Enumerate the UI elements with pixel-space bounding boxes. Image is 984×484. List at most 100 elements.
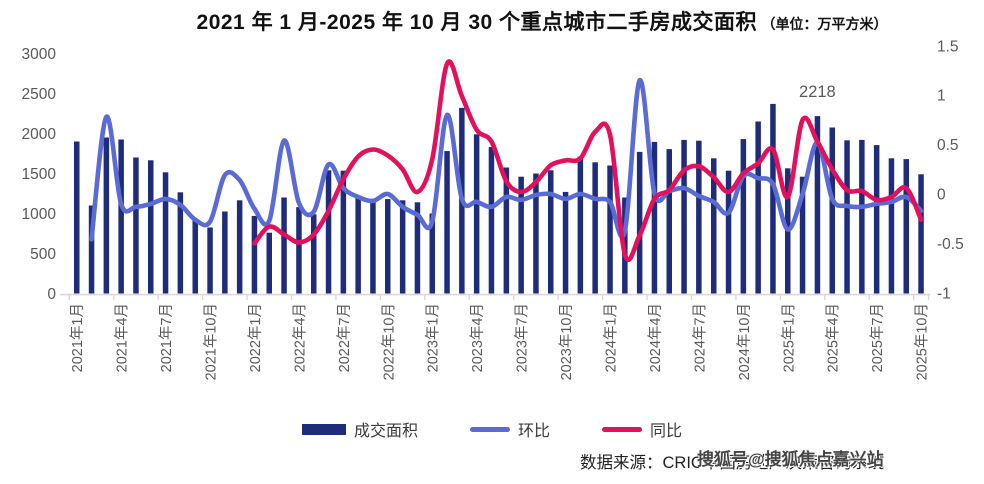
area-bar	[118, 139, 124, 294]
chart-title-text: 2021 年 1 月-2025 年 10 月 30 个重点城市二手房成交面积	[196, 11, 758, 34]
area-bar	[651, 141, 658, 294]
area-bar	[473, 134, 480, 294]
area-bar	[429, 213, 435, 294]
area-bar	[829, 127, 835, 294]
x-axis-month-label: 2021年1月	[69, 303, 86, 372]
mom-line	[89, 78, 924, 242]
left-axis-tick-label: 0	[47, 286, 56, 303]
peak-value-annotation: 2218	[799, 83, 836, 101]
right-axis-tick-label: 1.5	[937, 38, 959, 55]
x-axis-month-label: 2025年4月	[825, 303, 842, 372]
x-axis-month-label: 2023年1月	[425, 303, 442, 372]
x-axis-month-label: 2022年1月	[247, 303, 264, 372]
area-bar	[533, 173, 539, 294]
area-bar	[296, 207, 302, 294]
legend-item-yoy: 同比	[602, 417, 682, 441]
right-axis-tick-label: 0	[937, 187, 946, 204]
area-bar	[133, 157, 139, 294]
area-bar	[444, 151, 450, 294]
area-bar	[888, 158, 895, 294]
area-bar	[177, 192, 184, 294]
area-bar	[725, 170, 732, 294]
area-bar	[414, 202, 421, 294]
x-axis-month-label: 2021年4月	[114, 303, 131, 372]
yoy-line-swatch-icon	[602, 426, 642, 432]
left-axis-tick-label: 500	[30, 246, 56, 263]
chart-title: 2021 年 1 月-2025 年 10 月 30 个重点城市二手房成交面积 （…	[120, 6, 964, 36]
area-bar	[548, 170, 554, 294]
x-axis-month-label: 2025年7月	[869, 303, 886, 372]
right-axis-tick-label: -1	[937, 285, 951, 302]
right-axis-tick-label: -0.5	[937, 236, 964, 253]
legend-item-mom: 环比	[469, 417, 550, 441]
left-axis-tick-label: 1500	[22, 166, 57, 183]
area-bar	[666, 149, 672, 294]
area-bar	[844, 140, 850, 294]
x-axis-month-label: 2024年1月	[603, 303, 620, 372]
right-axis-tick-label: 1	[937, 88, 946, 105]
sohu-watermark: 搜狐号@搜狐焦点嘉兴站	[697, 450, 884, 469]
x-axis-month-label: 2024年7月	[691, 303, 708, 372]
area-bar	[207, 227, 213, 294]
x-axis-month-label: 2025年1月	[780, 303, 797, 372]
area-bar	[222, 211, 228, 294]
area-bar	[636, 151, 643, 294]
area-bar	[148, 160, 154, 294]
area-bar	[814, 116, 821, 294]
data-source-text: 数据来源：CRIC中国房地产决策咨询系统	[580, 454, 885, 472]
area-bar	[918, 174, 924, 294]
area-bar	[236, 200, 243, 294]
area-bar	[385, 199, 391, 294]
area-bar	[162, 172, 169, 294]
area-bar	[799, 176, 806, 294]
area-bar	[873, 145, 880, 294]
area-bar	[325, 170, 332, 294]
left-axis-tick-label: 2500	[22, 86, 57, 103]
legend-label-yoy: 同比	[650, 423, 683, 440]
area-bar	[903, 159, 909, 294]
area-bar	[770, 103, 776, 294]
area-bar	[681, 139, 687, 294]
legend: 成交面积 环比 同比	[0, 417, 984, 441]
right-axis-tick-label: 0.5	[937, 137, 959, 154]
area-bar	[251, 215, 258, 294]
x-axis-month-label: 2022年7月	[336, 303, 353, 372]
area-bar	[370, 199, 376, 294]
area-bar	[740, 139, 747, 294]
left-axis-tick-label: 2000	[22, 126, 57, 143]
bar-swatch-icon	[301, 423, 346, 435]
area-bar	[74, 141, 80, 294]
area-bar	[88, 205, 95, 294]
area-bar	[859, 139, 865, 294]
x-axis-month-label: 2022年4月	[291, 303, 308, 372]
area-bar	[488, 147, 495, 294]
x-axis-month-label: 2023年4月	[469, 303, 486, 372]
area-bar	[281, 197, 287, 294]
yoy-line	[252, 59, 924, 263]
x-axis-month-label: 2021年10月	[203, 303, 220, 380]
area-bar	[696, 140, 702, 294]
area-bar	[503, 167, 510, 294]
area-bar	[103, 137, 110, 294]
area-bar	[266, 232, 272, 294]
area-bar	[577, 156, 584, 294]
left-axis-tick-label: 3000	[22, 46, 57, 63]
x-axis-month-label: 2023年7月	[514, 303, 531, 372]
legend-item-area: 成交面积	[301, 417, 418, 441]
area-bar	[562, 191, 569, 294]
chart-title-unit: （单位：万平方米）	[761, 16, 888, 32]
area-bar	[711, 158, 717, 294]
area-bar	[607, 165, 613, 294]
legend-label-mom: 环比	[517, 423, 550, 440]
x-axis-month-label: 2024年10月	[736, 303, 753, 380]
mom-line-swatch-icon	[469, 426, 510, 432]
x-axis-month-label: 2022年10月	[380, 303, 397, 380]
area-bar	[192, 219, 198, 294]
legend-label-area: 成交面积	[353, 423, 418, 440]
left-axis-tick-label: 1000	[22, 206, 57, 223]
area-bar	[592, 162, 598, 294]
area-bar	[518, 176, 524, 294]
x-axis-month-label: 2024年4月	[647, 303, 664, 372]
